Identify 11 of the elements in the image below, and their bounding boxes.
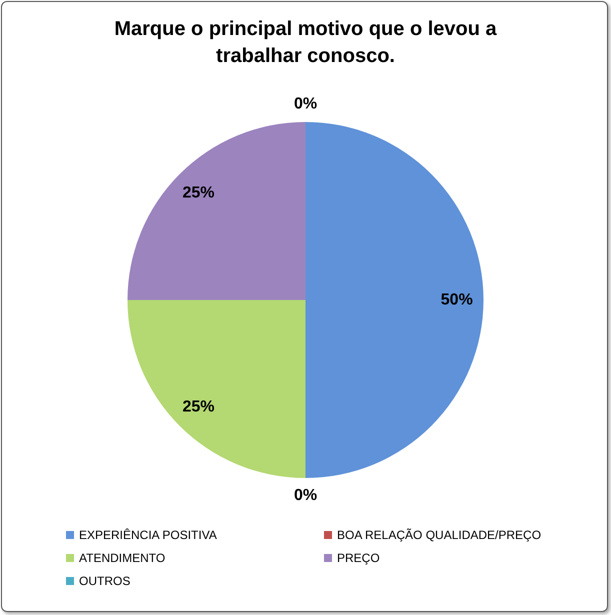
- legend-label: OUTROS: [79, 574, 130, 588]
- legend-label: EXPERIÊNCIA POSITIVA: [79, 528, 217, 542]
- text: 0%: [294, 96, 318, 113]
- legend-label: PREÇO: [337, 551, 380, 565]
- chart-title: Marque o principal motivo que o levou a trabalhar conosco.: [113, 17, 498, 69]
- legend-label: BOA RELAÇÃO QUALIDADE/PREÇO: [337, 528, 542, 542]
- legend-label: ATENDIMENTO: [79, 551, 166, 565]
- data-label: 25%: [182, 398, 215, 416]
- data-label: 50%: [440, 291, 473, 308]
- data-label: 25%: [182, 184, 215, 202]
- text: 0%: [294, 487, 318, 504]
